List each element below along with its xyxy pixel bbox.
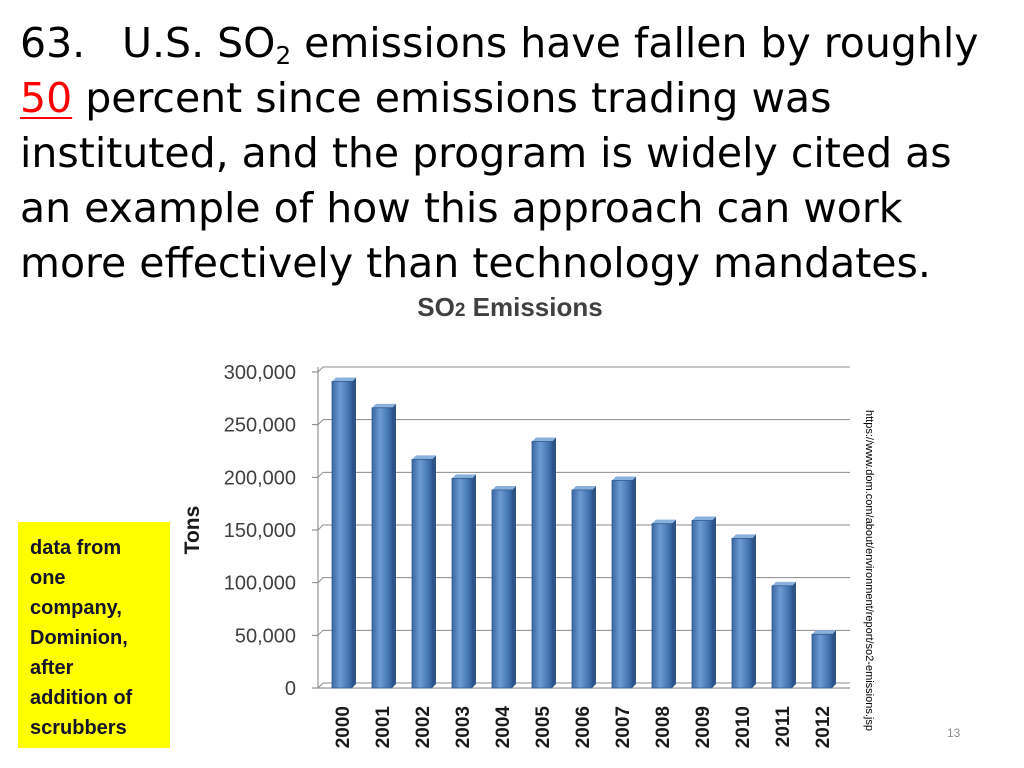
x-tick-label: 2005 xyxy=(533,706,554,749)
bar-front xyxy=(691,520,713,689)
bar-side xyxy=(592,485,596,688)
x-tick-label: 2000 xyxy=(333,706,354,748)
bar-2001 xyxy=(371,403,396,689)
bar-2008 xyxy=(651,519,676,689)
bar-2006 xyxy=(571,485,596,689)
x-tick-label: 2009 xyxy=(693,706,714,748)
bar-front xyxy=(651,523,673,689)
bar-front xyxy=(811,633,833,689)
bar-top xyxy=(492,485,516,490)
bar-front xyxy=(371,407,393,689)
x-tick-label: 2004 xyxy=(493,706,514,749)
bar-2011 xyxy=(771,581,796,689)
bar-side xyxy=(512,485,516,688)
bar-side xyxy=(352,377,356,688)
bar-top xyxy=(812,630,836,635)
highlighted-percentage: 50 xyxy=(20,74,73,122)
bar-front xyxy=(451,477,473,689)
bar-side xyxy=(792,581,796,688)
bar-top xyxy=(652,519,676,524)
bar-top xyxy=(372,403,396,408)
x-tick-label: 2010 xyxy=(733,706,754,748)
bar-2005 xyxy=(531,437,556,689)
y-tick-label: 0 xyxy=(285,678,296,700)
heading-text: percent since emissions trading was xyxy=(72,74,832,122)
heading-text: emissions have fallen by roughly xyxy=(291,19,979,67)
x-tick-label: 2003 xyxy=(453,706,474,748)
y-tick-label: 200,000 xyxy=(224,467,296,489)
bar-top xyxy=(572,485,596,490)
subscript-digit: 2 xyxy=(275,40,292,70)
bar-side xyxy=(392,403,396,688)
bar-2003 xyxy=(451,474,476,689)
x-tick-label: 2011 xyxy=(773,706,794,748)
bar-top xyxy=(692,516,716,521)
bar-side xyxy=(712,516,716,688)
bar-top xyxy=(412,455,436,460)
x-tick-label: 2012 xyxy=(813,706,834,748)
y-tick-label: 100,000 xyxy=(224,573,296,595)
bar-top xyxy=(332,377,356,382)
heading-text: U.S. SO xyxy=(122,19,276,67)
source-url: https://www.dom.com/about/environment/re… xyxy=(863,410,875,731)
y-tick-label: 250,000 xyxy=(224,415,296,437)
gridline xyxy=(317,366,850,373)
chart-title: SO2 Emissions xyxy=(417,292,602,322)
bar-front xyxy=(611,480,633,689)
page-number: 13 xyxy=(947,726,961,740)
heading-line-5: more effectively than technology mandate… xyxy=(20,239,931,287)
heading-line-4: an example of how this approach can work xyxy=(20,184,903,232)
bar-2004 xyxy=(491,485,516,689)
x-tick-label: 2006 xyxy=(573,706,594,748)
slide-heading: 63. U.S. SO2 emissions have fallen by rou… xyxy=(20,16,978,291)
y-axis-label: Tons xyxy=(181,506,204,555)
x-tick-label: 2002 xyxy=(413,706,434,748)
y-tick-label: 50,000 xyxy=(235,625,296,647)
bar-2009 xyxy=(691,516,716,689)
bar-front xyxy=(331,381,353,689)
chart-labels: 0 50,000 100,000 150,000 200,000 250,000 300,0… xyxy=(181,292,834,748)
note-box: data from one company, Dominion, after a… xyxy=(18,522,170,748)
bar-top xyxy=(452,474,476,479)
bar-side xyxy=(472,474,476,688)
heading-line-3: instituted, and the program is widely ci… xyxy=(20,129,952,177)
bar-top xyxy=(612,476,636,481)
bar-front xyxy=(731,538,753,689)
y-tick-label: 150,000 xyxy=(224,520,296,542)
bar-front xyxy=(571,489,593,689)
bar-front xyxy=(531,441,553,689)
bar-2010 xyxy=(731,534,756,689)
bar-side xyxy=(832,630,836,688)
bar-2007 xyxy=(611,476,636,689)
gridline xyxy=(317,471,850,478)
y-tick-label: 300,000 xyxy=(224,362,296,384)
x-tick-label: 2007 xyxy=(613,706,634,748)
bar-side xyxy=(752,534,756,688)
bar-side xyxy=(672,519,676,688)
bars xyxy=(331,377,836,689)
bar-top xyxy=(732,534,756,539)
bar-2000 xyxy=(331,377,356,689)
x-tick-label: 2008 xyxy=(653,706,674,748)
gridline xyxy=(317,419,850,426)
item-number: 63. xyxy=(20,19,86,67)
heading-line-2: 50 percent since emissions trading was xyxy=(20,71,978,126)
bar-2012 xyxy=(811,630,836,689)
bar-side xyxy=(432,455,436,688)
bar-top xyxy=(772,581,796,586)
gridlines xyxy=(312,366,850,689)
bar-front xyxy=(771,585,793,689)
bar-side xyxy=(632,476,636,688)
bar-2002 xyxy=(411,455,436,689)
bar-front xyxy=(411,459,433,689)
bar-front xyxy=(491,489,513,689)
x-tick-label: 2001 xyxy=(373,706,394,749)
heading-line-1: 63. U.S. SO2 emissions have fallen by rou… xyxy=(20,16,978,71)
bar-side xyxy=(552,437,556,688)
bar-top xyxy=(532,437,556,442)
